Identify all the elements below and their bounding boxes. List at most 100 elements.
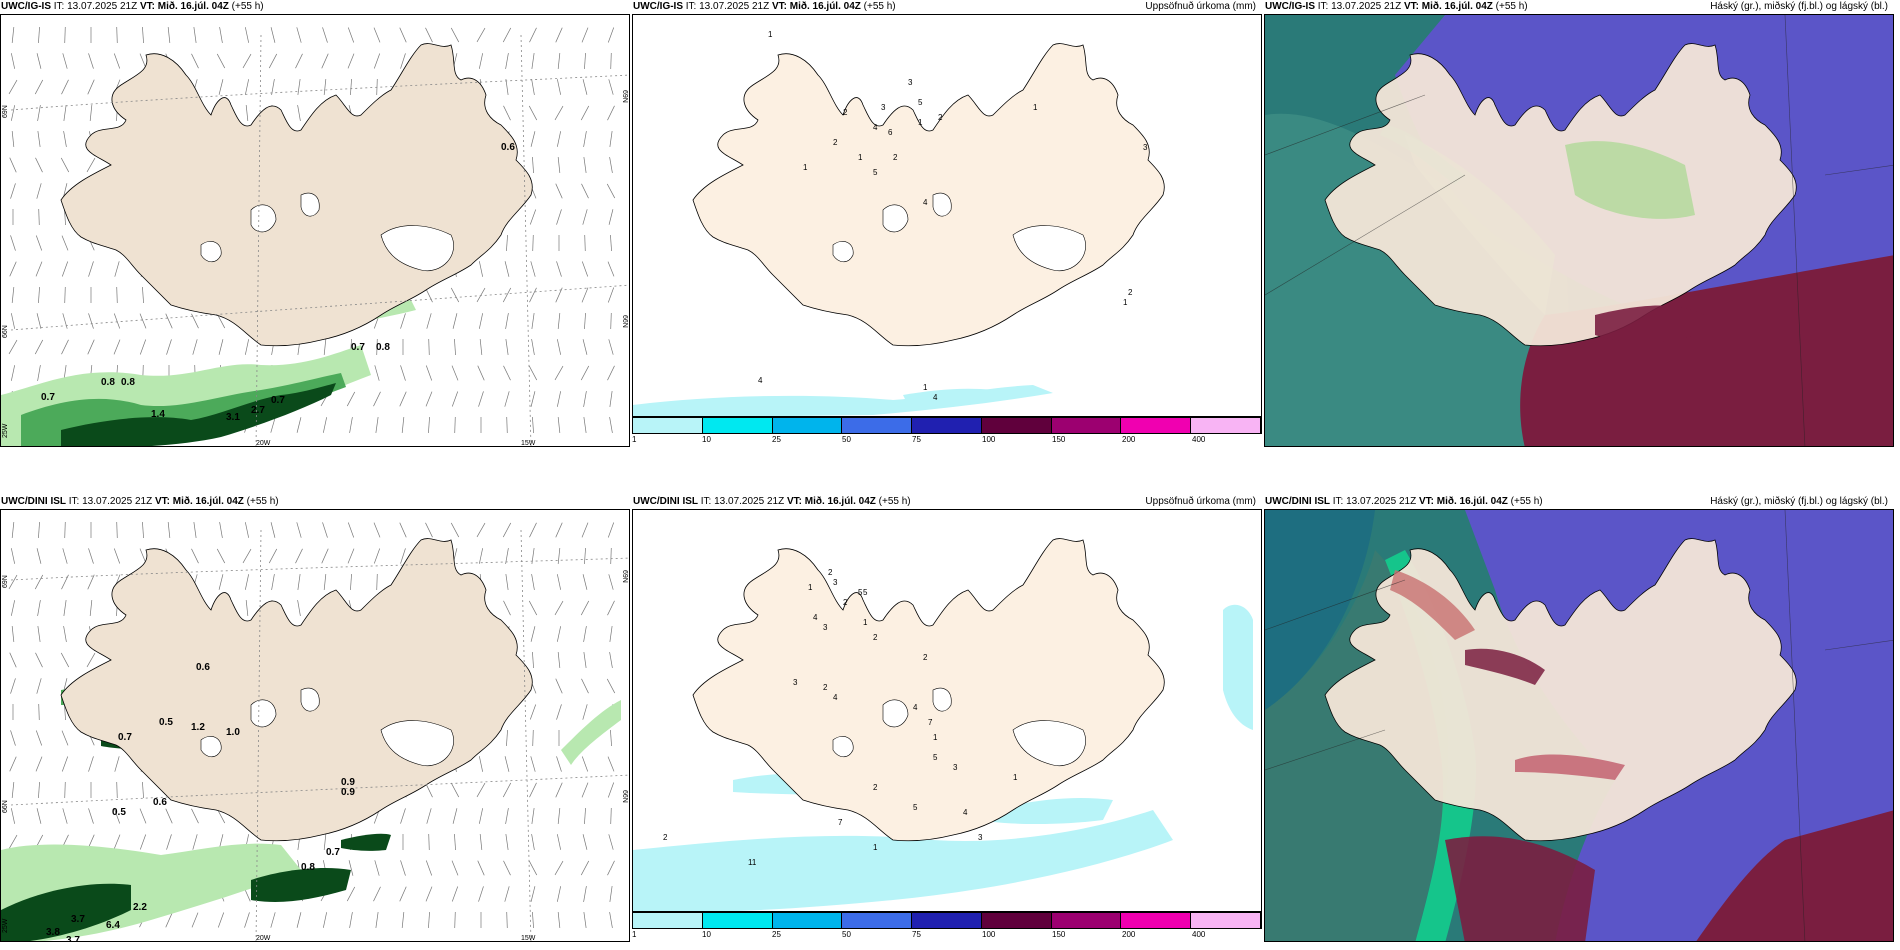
wind-barb bbox=[8, 339, 18, 355]
wind-barb bbox=[322, 912, 328, 928]
wind-max-label: 0.7 bbox=[326, 847, 340, 858]
wind-barb bbox=[556, 209, 562, 225]
wind-barb bbox=[116, 521, 118, 539]
precip-value-label: 5 bbox=[918, 98, 923, 107]
wind-barb bbox=[11, 626, 15, 642]
wind-barb bbox=[245, 600, 249, 616]
wind-barb bbox=[270, 27, 276, 43]
wind-barb bbox=[532, 911, 534, 929]
wind-barb bbox=[478, 756, 484, 772]
wind-barb bbox=[88, 53, 94, 69]
wind-barb bbox=[89, 600, 93, 616]
wind-barb bbox=[399, 522, 407, 538]
wind-max-label: 2.2 bbox=[133, 902, 147, 913]
graticule bbox=[10, 529, 629, 941]
wind-barb bbox=[528, 105, 538, 121]
precip-value-label: 1 bbox=[1013, 773, 1018, 782]
wind-barb bbox=[502, 27, 512, 43]
wind-barb bbox=[347, 27, 355, 43]
wind-barb bbox=[86, 157, 96, 173]
wind-barb bbox=[580, 600, 590, 616]
wind-barb bbox=[506, 729, 508, 747]
colorbar-tick-label: 10 bbox=[702, 435, 711, 444]
wind-barb bbox=[609, 912, 613, 928]
precip-value-label: 1 bbox=[923, 383, 928, 392]
wind-max-label: 0.6 bbox=[196, 662, 210, 673]
panel-header: UWC/IG-IS IT: 13.07.2025 21Z VT: Mið. 16… bbox=[633, 1, 896, 12]
wind-barb bbox=[399, 391, 407, 407]
wind-max-label: 0.5 bbox=[159, 717, 173, 728]
wind-barb bbox=[451, 391, 459, 407]
colorbar-segment bbox=[633, 418, 703, 433]
wind-barb bbox=[116, 781, 118, 799]
wind-max-label: 0.6 bbox=[153, 797, 167, 808]
precip-value-label: 4 bbox=[873, 123, 878, 132]
wind-barb bbox=[557, 157, 561, 173]
wind-barb bbox=[216, 808, 226, 824]
model-name: UWC/DINI ISL bbox=[1, 496, 66, 507]
wind-barb bbox=[296, 417, 302, 433]
wind-barb bbox=[270, 417, 276, 433]
wind-barb bbox=[166, 339, 172, 355]
panel-header: UWC/DINI ISL IT: 13.07.2025 21Z VT: Mið.… bbox=[1, 496, 279, 507]
precip-value-label: 4 bbox=[923, 198, 928, 207]
wind-barb bbox=[323, 79, 327, 95]
wind-barb bbox=[428, 338, 430, 356]
wind-barb bbox=[373, 522, 381, 538]
glacier-1 bbox=[932, 687, 952, 712]
wind-barb bbox=[452, 808, 458, 824]
wind-barb bbox=[10, 53, 16, 69]
wind-barb bbox=[244, 339, 250, 355]
model-name: UWC/IG-IS bbox=[1, 1, 51, 12]
wind-barb bbox=[61, 730, 69, 746]
wind-map[interactable]: 0.6 0.7 0.8 0.8 0.8 0.7 1.4 2.7 3.1 0.7 69N 66N 2… bbox=[0, 14, 630, 447]
precip-map[interactable]: 2 1 3 5 2 4 3 1 2 2 5 3 2 4 4 1 7 5 3 1 2 5 4 3 7 11 2 1 bbox=[632, 509, 1262, 912]
wind-barb bbox=[34, 339, 44, 355]
wind-barb bbox=[506, 416, 508, 434]
colorbar-tick-label: 75 bbox=[912, 435, 921, 444]
wind-barb bbox=[531, 53, 535, 69]
graticule bbox=[1265, 15, 1893, 446]
wind-barb bbox=[425, 27, 433, 43]
wind-panel-top: UWC/IG-IS IT: 13.07.2025 21Z VT: Mið. 16… bbox=[0, 0, 630, 447]
colorbar-tick-label: 150 bbox=[1052, 930, 1066, 939]
cloud-map[interactable] bbox=[1264, 509, 1894, 942]
wind-barb bbox=[321, 548, 329, 564]
colorbar-segment bbox=[981, 913, 1052, 928]
wind-barb bbox=[425, 391, 433, 407]
lat-label-69n-right: 69N bbox=[621, 90, 628, 103]
lat-label-66n: 66N bbox=[2, 325, 9, 338]
wind-map[interactable]: 0.6 0.5 0.7 1.2 1.0 0.9 0.6 0.5 0.9 0.7 0.8 2.2 3.7 3… bbox=[0, 509, 630, 942]
wind-barb bbox=[297, 105, 301, 121]
wind-barb bbox=[554, 860, 564, 876]
wind-barb bbox=[556, 834, 562, 850]
precip-value-label: 1 bbox=[1033, 103, 1038, 112]
wind-barb bbox=[502, 782, 512, 798]
wind-barb bbox=[296, 522, 302, 538]
wind-barb bbox=[476, 287, 486, 303]
wind-barb bbox=[63, 131, 67, 147]
colorbar-segment bbox=[912, 913, 982, 928]
wind-barb bbox=[63, 626, 67, 642]
wind-barb bbox=[139, 548, 147, 564]
precip-value-label: 2 bbox=[843, 598, 848, 607]
precip-value-label: 1 bbox=[933, 733, 938, 742]
wind-barb bbox=[37, 365, 41, 381]
wind-barb bbox=[346, 886, 356, 902]
colorbar-tick-label: 150 bbox=[1052, 435, 1066, 444]
wind-barb bbox=[268, 548, 278, 564]
wind-barb bbox=[581, 261, 589, 277]
colorbar-segment bbox=[633, 913, 703, 928]
wind-max-label: 1.4 bbox=[151, 409, 165, 420]
wind-barb bbox=[139, 313, 147, 329]
colorbar-segment bbox=[1051, 418, 1122, 433]
glacier-3 bbox=[832, 241, 854, 263]
wind-barb bbox=[609, 886, 613, 902]
wind-barb bbox=[219, 522, 223, 538]
precip-value-label: 3 bbox=[1143, 143, 1148, 152]
wind-barb bbox=[321, 53, 329, 69]
wind-barb bbox=[400, 548, 406, 564]
cloud-map[interactable] bbox=[1264, 14, 1894, 447]
wind-barb bbox=[606, 183, 616, 199]
